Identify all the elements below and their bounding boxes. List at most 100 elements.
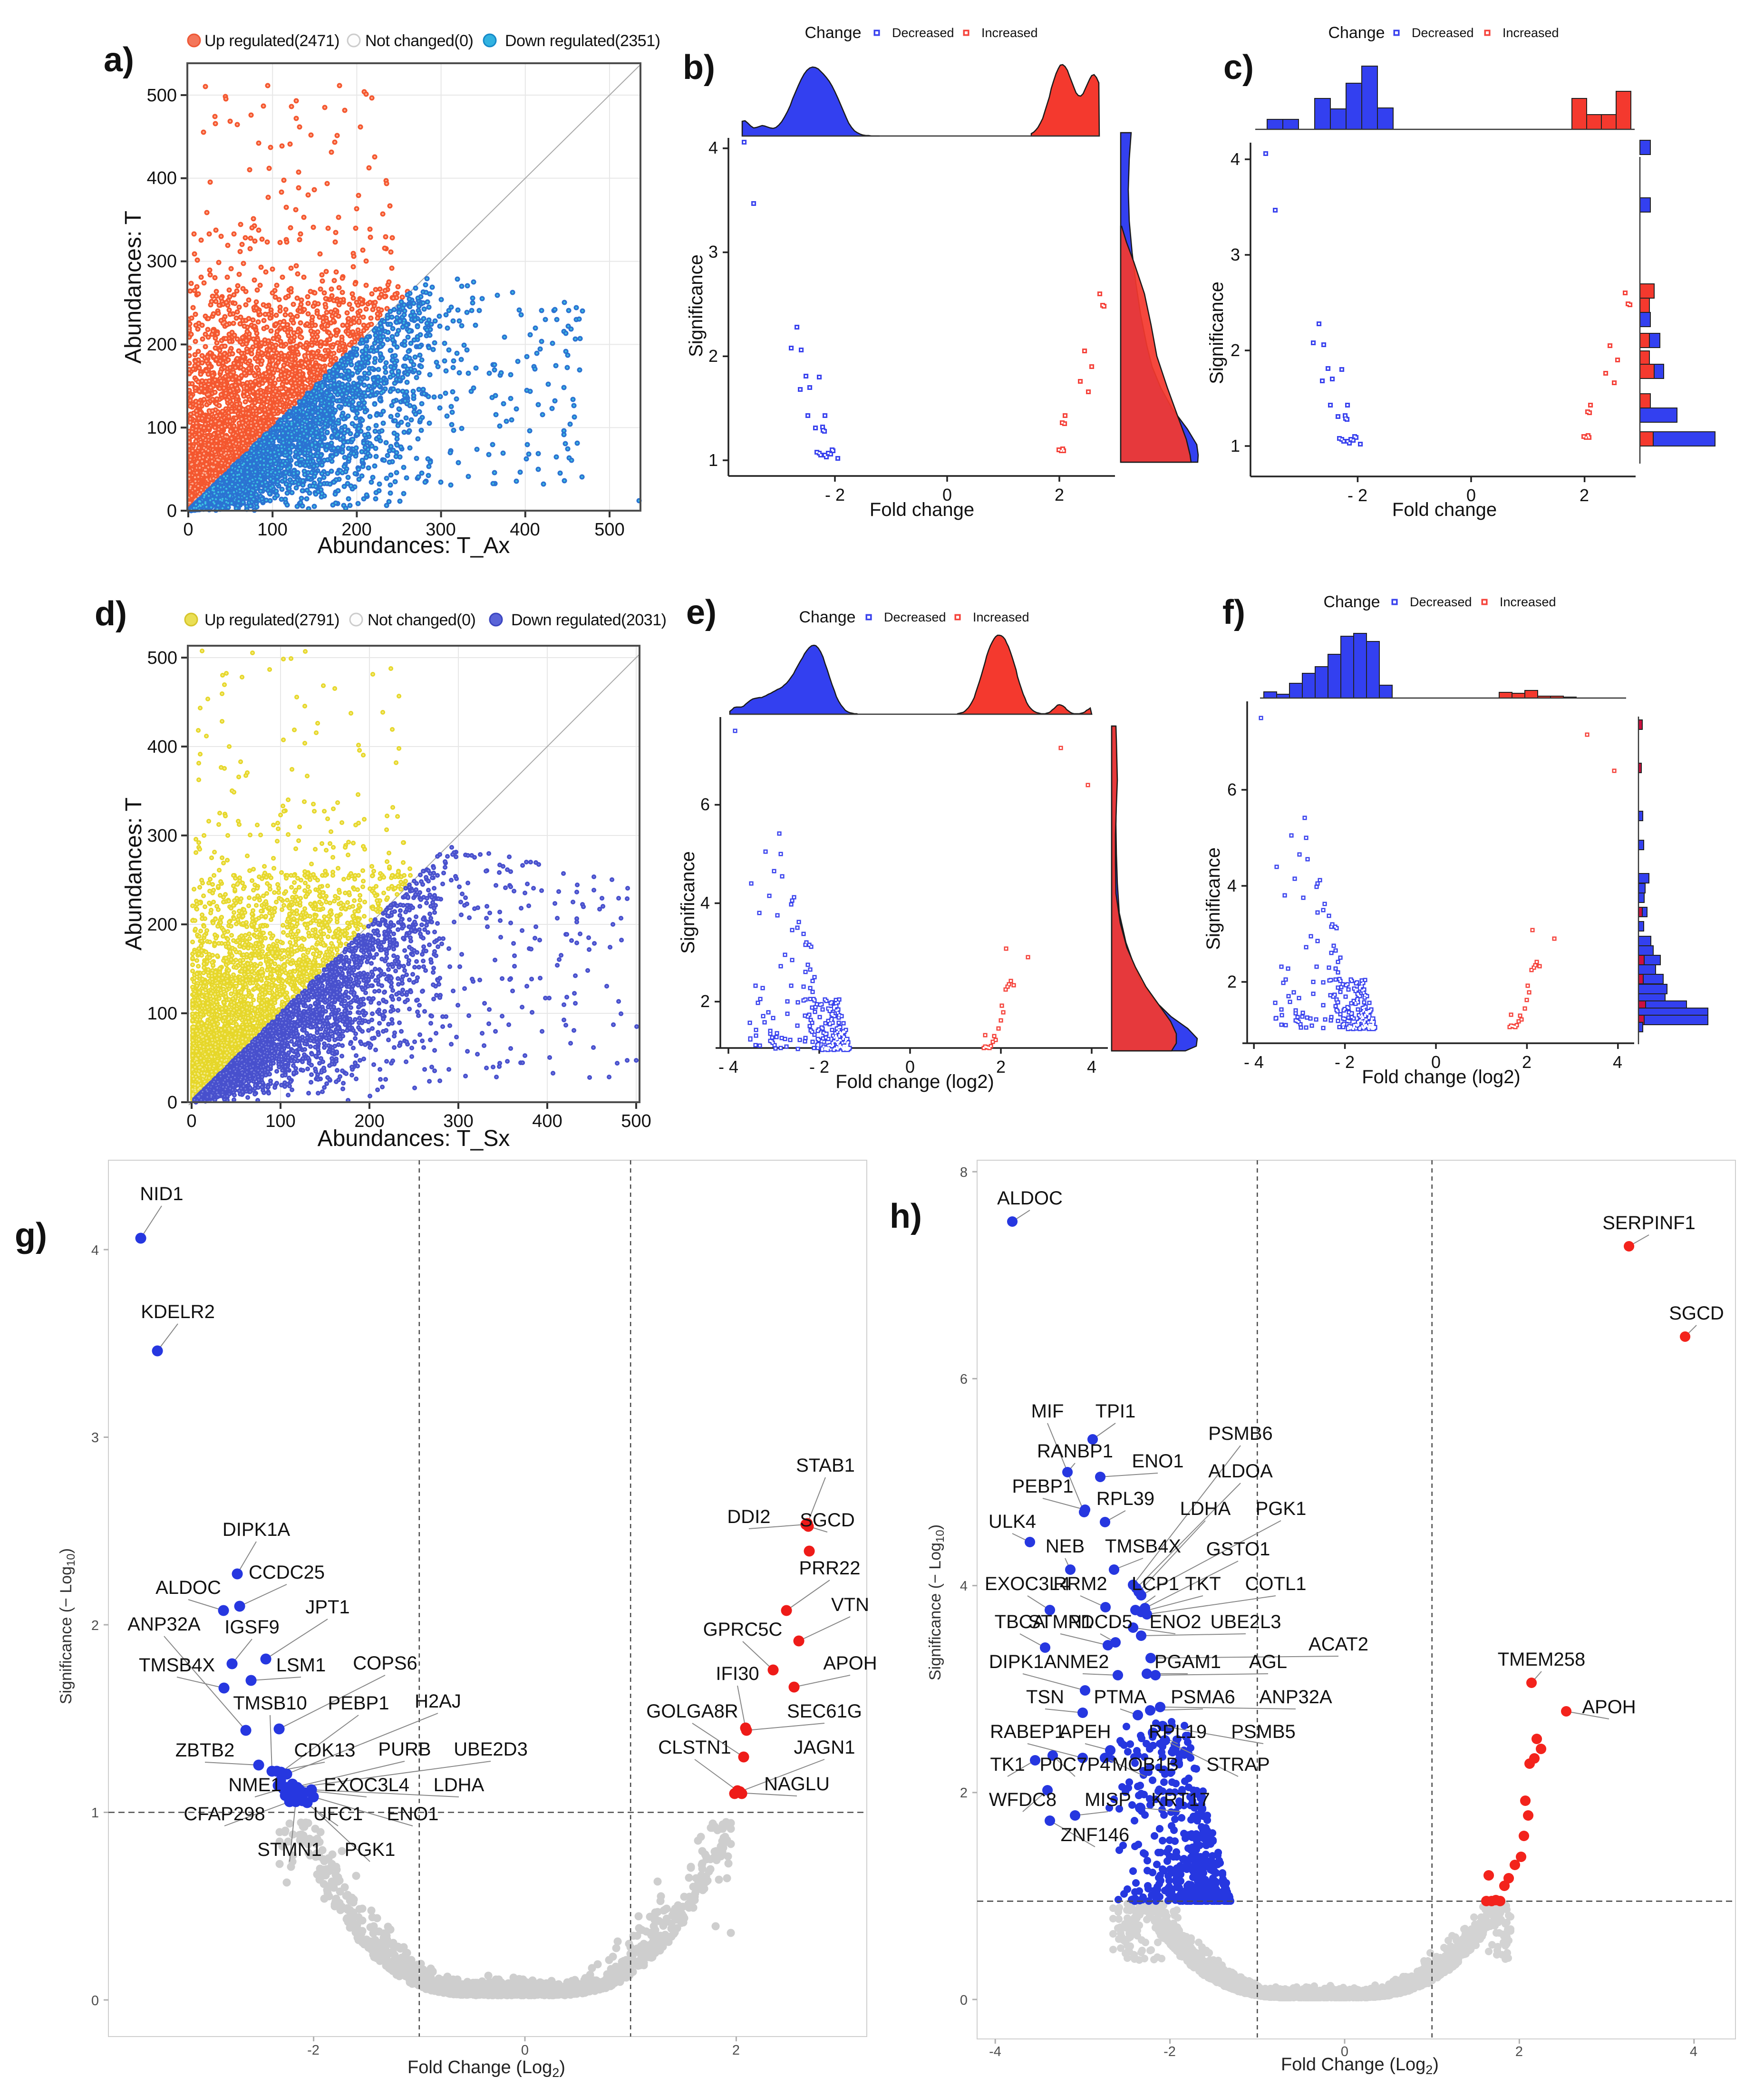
svg-text:PEBP1: PEBP1 xyxy=(328,1693,389,1714)
svg-text:Significance: Significance xyxy=(686,254,707,357)
svg-text:Fold Change (Log2): Fold Change (Log2) xyxy=(1281,2055,1439,2077)
svg-text:200: 200 xyxy=(354,1111,384,1131)
svg-text:CCDC25: CCDC25 xyxy=(249,1562,325,1583)
svg-text:PSMA6: PSMA6 xyxy=(1171,1687,1235,1708)
svg-text:STAB1: STAB1 xyxy=(796,1455,855,1476)
svg-text:JPT1: JPT1 xyxy=(305,1597,349,1618)
svg-text:MIF: MIF xyxy=(1031,1401,1064,1422)
svg-text:500: 500 xyxy=(147,86,177,106)
svg-text:0: 0 xyxy=(905,1057,915,1077)
svg-text:300: 300 xyxy=(147,826,177,846)
svg-text:ENO2: ENO2 xyxy=(1150,1611,1202,1632)
svg-text:ULK4: ULK4 xyxy=(989,1511,1036,1532)
svg-text:COTL1: COTL1 xyxy=(1245,1573,1307,1594)
svg-text:TK1: TK1 xyxy=(990,1754,1025,1775)
svg-text:a): a) xyxy=(104,41,134,79)
svg-text:PURB: PURB xyxy=(378,1739,431,1760)
svg-text:4: 4 xyxy=(1227,876,1237,895)
svg-text:DDI2: DDI2 xyxy=(727,1506,770,1527)
svg-text:AGL: AGL xyxy=(1249,1651,1287,1672)
svg-text:NEB: NEB xyxy=(1046,1536,1085,1557)
svg-text:6: 6 xyxy=(1227,780,1237,799)
svg-text:UFC1: UFC1 xyxy=(313,1804,363,1824)
svg-text:PGK1: PGK1 xyxy=(1256,1498,1307,1519)
svg-text:EXOC3L4: EXOC3L4 xyxy=(985,1573,1070,1594)
svg-text:ALDOA: ALDOA xyxy=(1208,1461,1273,1482)
svg-text:2: 2 xyxy=(1231,340,1240,360)
svg-text:Up regulated(2471): Up regulated(2471) xyxy=(204,32,339,50)
svg-text:4: 4 xyxy=(1087,1057,1096,1077)
svg-text:PGAM1: PGAM1 xyxy=(1154,1651,1221,1672)
svg-text:APOH: APOH xyxy=(823,1653,877,1674)
svg-text:NAGLU: NAGLU xyxy=(764,1774,830,1795)
svg-text:ACAT2: ACAT2 xyxy=(1308,1634,1368,1655)
svg-text:0: 0 xyxy=(1341,2044,1348,2059)
svg-text:RRM2: RRM2 xyxy=(1053,1573,1107,1594)
svg-text:400: 400 xyxy=(147,737,177,757)
svg-text:0: 0 xyxy=(1431,1052,1441,1072)
svg-text:VTN: VTN xyxy=(831,1594,869,1615)
svg-text:IGSF9: IGSF9 xyxy=(224,1617,280,1638)
svg-text:Abundances: T: Abundances: T xyxy=(121,797,146,951)
svg-text:PEBP1: PEBP1 xyxy=(1012,1476,1074,1497)
svg-text:200: 200 xyxy=(341,520,371,540)
svg-text:Not changed(0): Not changed(0) xyxy=(365,32,473,50)
svg-text:Significance: Significance xyxy=(1206,281,1227,384)
svg-text:ALDOC: ALDOC xyxy=(155,1577,221,1598)
svg-text:2: 2 xyxy=(1515,2044,1523,2059)
svg-text:100: 100 xyxy=(257,520,287,540)
svg-text:PRR22: PRR22 xyxy=(799,1558,861,1579)
svg-text:100: 100 xyxy=(265,1111,295,1131)
svg-text:Change: Change xyxy=(804,24,861,42)
svg-text:PGK1: PGK1 xyxy=(345,1839,396,1860)
svg-text:500: 500 xyxy=(594,520,624,540)
svg-text:Not changed(0): Not changed(0) xyxy=(368,611,475,629)
svg-text:-2: -2 xyxy=(307,2043,320,2058)
svg-text:2: 2 xyxy=(1055,485,1064,505)
svg-text:CLSTN1: CLSTN1 xyxy=(658,1737,731,1758)
svg-text:Fold change (log2): Fold change (log2) xyxy=(1362,1067,1521,1087)
svg-text:0: 0 xyxy=(960,1993,968,2008)
svg-text:STMN1: STMN1 xyxy=(1028,1611,1093,1632)
svg-text:300: 300 xyxy=(147,252,177,272)
svg-text:Up regulated(2791): Up regulated(2791) xyxy=(204,611,339,629)
svg-text:4: 4 xyxy=(1613,1052,1622,1072)
svg-text:- 2: - 2 xyxy=(1347,485,1367,505)
svg-text:UBE2L3: UBE2L3 xyxy=(1211,1611,1281,1632)
svg-text:-4: -4 xyxy=(989,2044,1001,2059)
svg-text:b): b) xyxy=(683,49,715,87)
svg-text:Fold Change (Log2): Fold Change (Log2) xyxy=(407,2057,565,2080)
svg-text:Abundances: T: Abundances: T xyxy=(121,211,146,364)
svg-text:DIPK1A: DIPK1A xyxy=(989,1651,1057,1672)
svg-text:500: 500 xyxy=(621,1111,651,1131)
svg-text:2: 2 xyxy=(996,1057,1006,1077)
svg-text:4: 4 xyxy=(1690,2044,1697,2059)
svg-text:3: 3 xyxy=(708,242,718,262)
svg-text:Significance: Significance xyxy=(678,851,698,954)
svg-text:NID1: NID1 xyxy=(140,1184,183,1204)
svg-text:SERPINF1: SERPINF1 xyxy=(1602,1213,1696,1233)
svg-text:3: 3 xyxy=(91,1430,99,1446)
svg-text:100: 100 xyxy=(147,418,177,438)
svg-text:COPS6: COPS6 xyxy=(353,1653,417,1674)
svg-text:TBCA: TBCA xyxy=(995,1611,1046,1632)
svg-text:f): f) xyxy=(1222,593,1245,631)
svg-text:Increased: Increased xyxy=(973,610,1029,624)
svg-text:300: 300 xyxy=(426,520,456,540)
svg-text:400: 400 xyxy=(147,168,177,188)
svg-text:0: 0 xyxy=(167,501,177,521)
svg-text:0: 0 xyxy=(183,520,193,540)
svg-text:- 4: - 4 xyxy=(718,1057,738,1077)
svg-text:Fold change: Fold change xyxy=(870,499,974,520)
svg-text:Change: Change xyxy=(1328,24,1385,42)
svg-text:2: 2 xyxy=(1580,485,1589,505)
svg-text:0: 0 xyxy=(521,2043,529,2058)
svg-text:- 2: - 2 xyxy=(825,485,845,505)
svg-text:4: 4 xyxy=(91,1243,99,1258)
svg-text:Change: Change xyxy=(799,608,855,626)
svg-text:RPL19: RPL19 xyxy=(1149,1721,1207,1742)
svg-text:WFDC8: WFDC8 xyxy=(989,1789,1056,1810)
svg-text:PTMA: PTMA xyxy=(1094,1687,1146,1708)
svg-text:KRT17: KRT17 xyxy=(1151,1789,1210,1810)
svg-text:1: 1 xyxy=(1231,436,1240,456)
